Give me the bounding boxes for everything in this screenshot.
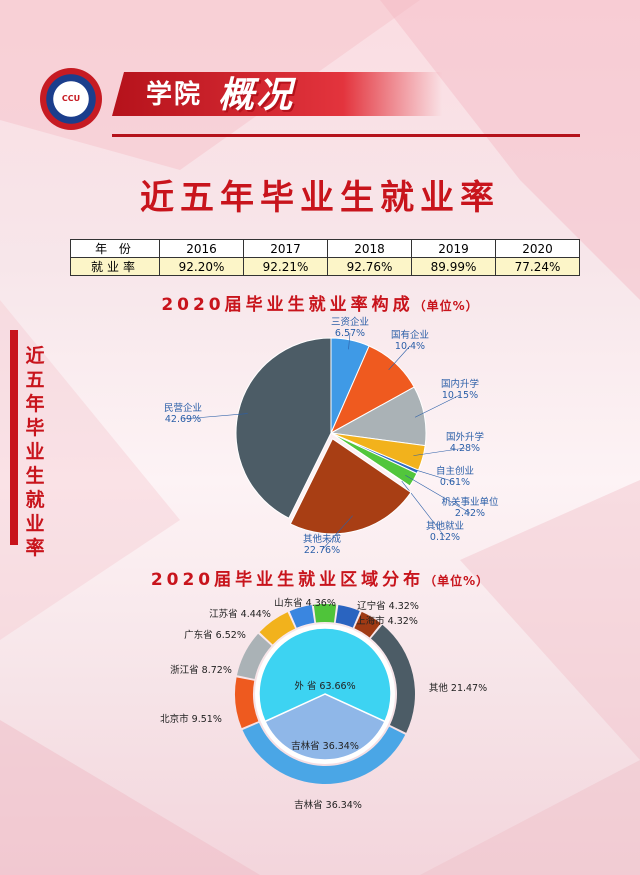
pie-slice-label: 民营企业 xyxy=(164,402,202,414)
leader-line xyxy=(408,467,456,483)
donut-outer-slice xyxy=(259,612,296,645)
rate-cell: 92.21% xyxy=(243,257,328,276)
table-row: 年 份 2016 2017 2018 2019 2020 xyxy=(70,239,580,258)
pie-slice-label: 国外升学 xyxy=(446,431,484,443)
donut-inner-slice xyxy=(263,693,387,761)
pie-slice-value: 2.42% xyxy=(455,508,485,519)
donut-outer-label: 上海市 4.32% xyxy=(356,615,418,627)
pie-slice xyxy=(235,337,332,519)
side-title-char: 就 xyxy=(25,489,45,511)
donut-outer-label: 江苏省 4.44% xyxy=(209,608,271,620)
header-title-calligraphy: 概况 xyxy=(218,75,295,116)
pie-slice-label: 国有企业 xyxy=(391,329,429,341)
pie-slice-label: 其他未成 xyxy=(303,533,342,545)
rate-cell: 89.99% xyxy=(411,257,496,276)
pie-slice-label: 自主创业 xyxy=(436,465,474,477)
rate-cell: 92.20% xyxy=(159,257,244,276)
leader-line xyxy=(388,345,411,371)
donut-outer-label: 山东省 4.36% xyxy=(274,597,336,609)
table-row-label: 年 份 xyxy=(70,239,160,258)
side-title-char: 毕 xyxy=(25,417,45,439)
side-title-char: 生 xyxy=(25,465,45,487)
pie-slice-value: 0.61% xyxy=(440,477,470,488)
year-cell: 2020 xyxy=(495,239,580,258)
pie-slice xyxy=(289,438,412,535)
donut-inner-slice xyxy=(258,627,392,723)
rate-cell: 77.24% xyxy=(495,257,580,276)
pie-slice-value: 10.15% xyxy=(442,390,478,401)
donut-outer-slice xyxy=(335,604,360,628)
header-divider xyxy=(112,134,580,137)
donut-outer-slice xyxy=(236,633,272,680)
leader-line xyxy=(348,332,351,350)
donut-outer-label: 浙江省 8.72% xyxy=(170,664,232,676)
donut-outer-label: 北京市 9.51% xyxy=(160,713,222,725)
table-row: 就业率 92.20% 92.21% 92.76% 89.99% 77.24% xyxy=(70,257,580,276)
region-unit: （单位%） xyxy=(424,574,490,588)
donut-outer-slice xyxy=(289,604,315,628)
side-title-char: 业 xyxy=(25,513,45,535)
table-row-label: 就业率 xyxy=(70,257,160,276)
leader-line xyxy=(401,480,446,538)
donut-outer-slice xyxy=(354,611,381,638)
side-title-char: 年 xyxy=(25,393,45,415)
pie-slice xyxy=(330,432,411,488)
pie-slice-label: 机关事业单位 xyxy=(441,496,499,508)
rate-cell: 92.76% xyxy=(327,257,412,276)
leader-line xyxy=(405,474,471,514)
donut-outer-label: 广东省 6.52% xyxy=(184,629,246,641)
side-title: 近五年毕业生就业率 xyxy=(22,344,48,560)
donut-outer-label: 吉林省 36.34% xyxy=(294,799,362,811)
employment-rate-table: 年 份 2016 2017 2018 2019 2020 就业率 92.20% … xyxy=(70,239,580,276)
pie-slice-value: 10.4% xyxy=(395,341,425,352)
pie-slice-value: 42.69% xyxy=(165,414,201,425)
donut-inner-label: 吉林省 36.34% xyxy=(291,740,359,752)
side-title-char: 率 xyxy=(25,537,45,559)
leader-line xyxy=(321,515,353,551)
header-title: 学院 xyxy=(146,80,203,110)
pie-slice-label: 其他就业 xyxy=(426,520,464,532)
donut-outer-label: 其他 21.47% xyxy=(429,682,487,694)
leader-line xyxy=(414,394,461,418)
composition-title-text: 2020届毕业生就业率构成 xyxy=(161,295,414,315)
pie-slice-value: 6.57% xyxy=(335,328,365,339)
year-cell: 2017 xyxy=(243,239,328,258)
pie-slice-value: 0.12% xyxy=(430,532,460,543)
region-chart-title: 2020届毕业生就业区域分布（单位%） xyxy=(0,565,640,590)
logo-text: CCU xyxy=(61,94,81,103)
year-cell: 2016 xyxy=(159,239,244,258)
page-title: 近五年毕业生就业率 xyxy=(140,178,500,218)
donut-outer-label: 辽宁省 4.32% xyxy=(357,600,419,612)
university-logo xyxy=(40,68,102,130)
composition-unit: （单位%） xyxy=(413,299,479,313)
side-accent-bar xyxy=(10,330,18,545)
donut-inner-label: 外 省 63.66% xyxy=(294,680,355,692)
header-banner xyxy=(112,72,442,116)
side-title-char: 近 xyxy=(25,345,45,367)
leader-line xyxy=(413,447,466,456)
donut-outer-slice xyxy=(242,722,406,784)
pie-slice-label: 三资企业 xyxy=(331,316,369,328)
leader-line xyxy=(182,413,248,420)
donut-outer-slice xyxy=(235,677,259,729)
composition-chart-title: 2020届毕业生就业率构成（单位%） xyxy=(0,290,640,315)
pie-slice-label: 国内升学 xyxy=(441,378,479,390)
side-title-char: 五 xyxy=(25,369,45,391)
pie-slice-value: 4.28% xyxy=(450,443,480,454)
side-title-char: 业 xyxy=(25,441,45,463)
pie-slice-value: 22.76% xyxy=(304,545,340,556)
donut-outer-slice xyxy=(313,604,337,623)
donut-outer-slice xyxy=(370,624,415,733)
year-cell: 2019 xyxy=(411,239,496,258)
region-title-text: 2020届毕业生就业区域分布 xyxy=(150,570,425,590)
